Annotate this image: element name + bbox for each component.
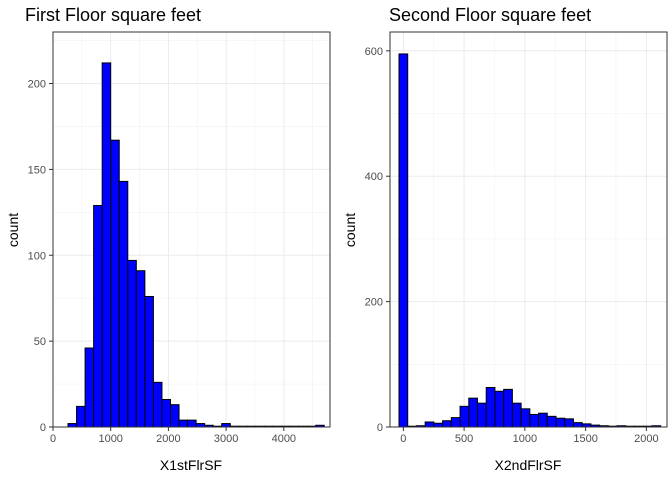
- histogram-bar: [84, 347, 95, 428]
- x-axis-title: X2ndFlrSF: [495, 457, 562, 473]
- y-tick-label: 0: [40, 422, 46, 434]
- histogram-bar: [110, 139, 120, 428]
- histogram-bar: [67, 423, 78, 428]
- histogram-bar: [433, 422, 444, 428]
- histogram-bar: [398, 53, 409, 428]
- histogram-bar: [538, 412, 548, 428]
- histogram-bar: [555, 417, 566, 428]
- histogram-bar: [178, 419, 189, 428]
- histogram-bar: [424, 421, 435, 428]
- y-tick-label: 0: [377, 422, 383, 434]
- y-axis-title: count: [5, 213, 21, 247]
- chart-title: Second Floor square feet: [389, 5, 591, 25]
- histogram-bar: [169, 404, 180, 428]
- histogram-bar: [187, 419, 197, 428]
- histogram-bar: [450, 417, 461, 428]
- histogram-bar: [161, 399, 171, 428]
- x-tick-label: 1500: [573, 433, 597, 445]
- histogram-bar: [529, 413, 540, 428]
- histogram-bar: [572, 422, 583, 428]
- histogram-bar: [135, 270, 146, 428]
- histogram-bar: [511, 402, 522, 428]
- y-tick-label: 600: [365, 46, 383, 58]
- histogram-bar: [127, 259, 137, 428]
- x-tick-label: 1000: [513, 433, 537, 445]
- histogram-bar: [459, 405, 470, 428]
- x-tick-label: 2000: [156, 433, 180, 445]
- histogram-bar: [118, 180, 129, 428]
- x-tick-label: 2000: [634, 433, 658, 445]
- histogram-bar: [503, 388, 513, 428]
- x-tick-label: 3000: [214, 433, 238, 445]
- histogram-bar: [564, 418, 574, 428]
- chart-first-floor: First Floor square feet 0 1000 2000 3000 400…: [5, 5, 331, 473]
- x-tick-label: 500: [455, 433, 473, 445]
- histogram-bar: [494, 390, 505, 428]
- histogram-bar: [520, 408, 531, 428]
- x-tick-label: 0: [400, 433, 406, 445]
- y-axis-title: count: [342, 213, 358, 247]
- histogram-bar: [93, 204, 103, 428]
- histogram-bar: [101, 62, 112, 428]
- histogram-bar: [144, 295, 154, 428]
- y-tick-label: 200: [365, 297, 383, 309]
- x-axis-title: X1stFlrSF: [160, 457, 222, 473]
- y-tick-label: 150: [28, 164, 46, 176]
- y-tick-label: 50: [34, 336, 46, 348]
- panel-border: [389, 31, 668, 428]
- histogram-bar: [195, 423, 206, 428]
- panel-border: [52, 31, 331, 428]
- histogram-bar: [546, 415, 557, 428]
- histogram-bar: [468, 397, 478, 428]
- x-tick-label: 0: [50, 433, 56, 445]
- y-tick-label: 200: [28, 79, 46, 91]
- chart-second-floor: Second Floor square feet 0 500 1000 1500 200…: [342, 5, 668, 473]
- y-tick-label: 400: [365, 171, 383, 183]
- x-tick-label: 4000: [272, 433, 296, 445]
- histogram-bar: [221, 423, 231, 428]
- y-tick-label: 100: [28, 250, 46, 262]
- histogram-bar: [152, 381, 163, 428]
- histogram-bar: [485, 387, 496, 428]
- histogram-bar: [76, 405, 86, 428]
- chart-title: First Floor square feet: [25, 5, 201, 25]
- histogram-bar: [476, 402, 487, 428]
- histogram-bar: [442, 420, 452, 428]
- x-tick-label: 1000: [98, 433, 122, 445]
